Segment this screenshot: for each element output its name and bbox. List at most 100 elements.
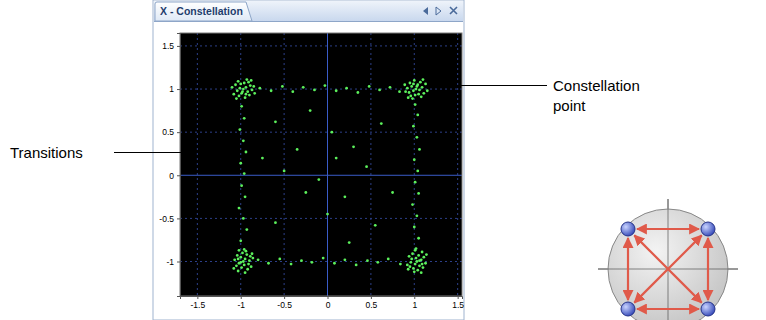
title: X - Constellation: [160, 5, 243, 17]
x-tick: -1.5: [191, 296, 206, 310]
point: [413, 226, 416, 229]
point: [244, 96, 247, 99]
x-grid-line: [197, 33, 198, 296]
point: [248, 259, 251, 262]
annotation: Constellation: [553, 77, 640, 94]
point: [236, 254, 239, 257]
point: [245, 228, 248, 231]
point: [267, 262, 270, 265]
point: [418, 148, 421, 151]
point: [330, 131, 333, 134]
point: [244, 258, 247, 261]
x-tick: 0: [326, 296, 331, 310]
point: [409, 261, 412, 264]
point: [238, 128, 241, 131]
point: [413, 158, 416, 161]
grid: [180, 33, 462, 296]
point: [310, 261, 313, 264]
point: [245, 78, 248, 81]
x-tick-label: -1.5: [191, 300, 206, 310]
point: [409, 82, 412, 85]
point: [283, 170, 286, 173]
point: [424, 262, 427, 265]
y-tick: 0.5: [162, 127, 180, 137]
plot-background: [180, 33, 462, 296]
point: [411, 252, 414, 255]
point: [374, 224, 377, 227]
x-tick-label: 1.5: [452, 300, 464, 310]
point: [232, 267, 235, 270]
point: [235, 264, 238, 267]
point: [239, 82, 242, 85]
point: [248, 94, 251, 97]
point: [412, 82, 415, 85]
point: [399, 263, 402, 266]
point: [415, 257, 418, 260]
y-tick-label: 1: [169, 84, 174, 94]
point: [416, 170, 419, 173]
point: [244, 195, 247, 198]
point: [424, 82, 427, 85]
x-tick: 1.5: [452, 296, 464, 310]
scroll-left-icon[interactable]: [423, 7, 428, 15]
point: [245, 93, 248, 96]
point: [418, 89, 421, 92]
point: [343, 195, 346, 198]
x-axis-line: [181, 297, 463, 300]
x-grid-line: [370, 33, 371, 296]
point: [240, 266, 243, 269]
point: [242, 260, 245, 263]
point: [242, 217, 245, 220]
point: [414, 263, 417, 266]
point: [420, 95, 423, 98]
icon-arrow: [707, 238, 709, 300]
point: [335, 157, 338, 160]
point: [235, 97, 238, 100]
point: [251, 89, 254, 92]
point: [231, 86, 234, 89]
point: [403, 83, 406, 86]
x-tick: 0.5: [365, 296, 377, 310]
y-grid-line: [180, 132, 462, 133]
y-axis-line: [177, 34, 181, 297]
point: [345, 87, 348, 90]
x-tick-label: -1: [237, 300, 245, 310]
x-tick-mark: [458, 296, 459, 299]
x-tick: 1: [412, 296, 417, 310]
point: [239, 261, 242, 264]
point: [237, 270, 240, 273]
point: [410, 85, 413, 88]
y-tick: -1: [166, 257, 180, 267]
point: [419, 81, 422, 84]
point: [389, 86, 392, 89]
point: [242, 88, 245, 91]
point: [243, 248, 246, 251]
point: [233, 258, 236, 261]
point: [426, 89, 429, 92]
point: [302, 86, 305, 89]
close-icon[interactable]: [450, 7, 457, 14]
leader-line: [114, 152, 238, 153]
point: [237, 80, 240, 83]
point: [407, 268, 410, 271]
point: [422, 78, 425, 81]
panel-header: [154, 1, 463, 21]
panel: [153, 0, 464, 320]
point: [408, 255, 411, 258]
panel-tab[interactable]: [155, 2, 252, 21]
point: [239, 239, 242, 242]
point: [317, 178, 320, 181]
point: [422, 256, 425, 259]
point: [425, 253, 428, 256]
chart-svg: X - Constellation-1.5-1-0.500.511.5-1-0.…: [0, 0, 766, 320]
point: [253, 92, 256, 95]
point: [415, 260, 418, 263]
point: [378, 89, 381, 92]
point: [352, 145, 355, 148]
point: [240, 105, 243, 108]
x-grid-line: [327, 33, 328, 296]
point: [422, 266, 425, 269]
scroll-right-icon[interactable]: [436, 7, 441, 15]
point: [356, 91, 359, 94]
point: [244, 271, 247, 274]
